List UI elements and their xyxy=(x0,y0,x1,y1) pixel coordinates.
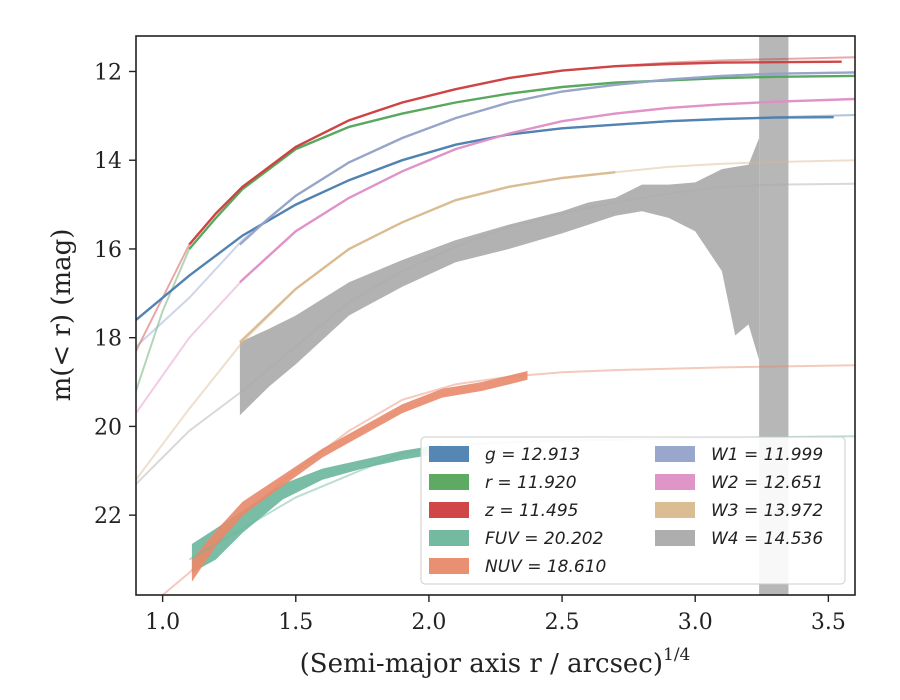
series-line-z xyxy=(188,60,842,246)
x-axis-label: (Semi-major axis r / arcsec)1/4 xyxy=(300,645,691,679)
legend-label: FUV = 20.202 xyxy=(485,529,603,549)
legend-label: W1 = 11.999 xyxy=(711,445,823,465)
series-line-g xyxy=(136,116,834,321)
legend-swatch xyxy=(429,474,469,490)
legend-swatch xyxy=(655,446,695,462)
x-tick-label: 2.0 xyxy=(411,610,446,635)
legend-label: g = 12.913 xyxy=(485,445,580,465)
y-axis-ticks: 12 14 16 18 20 22 xyxy=(94,60,136,529)
series-line-r xyxy=(188,74,855,250)
y-tick-label: 12 xyxy=(94,60,122,85)
series-line-w2 xyxy=(239,97,855,284)
y-tick-label: 18 xyxy=(94,327,122,352)
legend-label: NUV = 18.610 xyxy=(485,557,606,577)
legend: g = 12.913 r = 11.920 z = 11.495 FUV = 20.2… xyxy=(420,436,846,585)
legend-swatch xyxy=(429,558,469,574)
x-tick-label: 1.5 xyxy=(278,610,313,635)
legend-swatch xyxy=(655,474,695,490)
series-line-w1 xyxy=(239,71,855,246)
x-tick-label: 2.5 xyxy=(545,610,580,635)
series-line-faint-nuv xyxy=(161,364,855,595)
plot-frame xyxy=(135,35,856,596)
legend-swatch xyxy=(429,502,469,518)
legend-label: W2 = 12.651 xyxy=(711,473,823,493)
y-tick-label: 14 xyxy=(94,149,122,174)
x-tick-label: 1.0 xyxy=(145,610,180,635)
legend-label: W3 = 13.972 xyxy=(711,501,823,521)
y-tick-label: 20 xyxy=(94,415,122,440)
legend-swatch xyxy=(429,446,469,462)
x-tick-label: 3.5 xyxy=(811,610,846,635)
x-axis-ticks: 1.0 1.5 2.0 2.5 3.0 3.5 xyxy=(145,595,846,635)
legend-label: r = 11.920 xyxy=(485,473,577,493)
series-band-w4 xyxy=(239,138,760,416)
series-band-fuv xyxy=(191,444,443,573)
y-axis-label: m(< r) (mag) xyxy=(47,229,77,402)
y-tick-label: 22 xyxy=(94,504,122,529)
legend-swatch xyxy=(655,530,695,546)
legend-swatch xyxy=(655,502,695,518)
x-tick-label: 3.0 xyxy=(678,610,713,635)
legend-label: W4 = 14.536 xyxy=(711,529,823,549)
y-tick-label: 16 xyxy=(94,238,122,263)
series-line-w3 xyxy=(239,171,616,343)
legend-label: z = 11.495 xyxy=(484,501,578,521)
series-line-faint-w4 xyxy=(136,182,855,485)
legend-box xyxy=(420,436,846,585)
series-lines xyxy=(136,56,855,595)
legend-swatch xyxy=(429,530,469,546)
